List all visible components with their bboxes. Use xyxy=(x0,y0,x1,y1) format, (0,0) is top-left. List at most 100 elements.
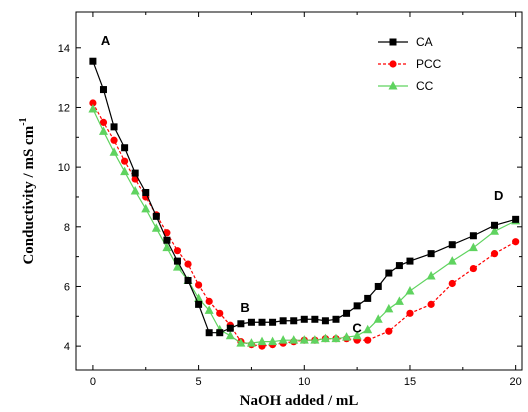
data-point-cc xyxy=(490,226,500,235)
data-point-cc xyxy=(257,336,267,346)
annotation-a: A xyxy=(101,33,111,48)
data-point-cc xyxy=(342,332,352,341)
y-tick-label: 8 xyxy=(64,222,70,234)
data-point-ca xyxy=(269,318,277,326)
data-point-pcc xyxy=(490,250,499,258)
data-point-pcc xyxy=(406,309,414,317)
data-point-ca xyxy=(364,294,372,302)
data-point-pcc xyxy=(427,300,435,308)
data-point-cc xyxy=(172,262,182,271)
data-point-ca xyxy=(395,262,403,270)
y-tick-label: 4 xyxy=(64,341,70,353)
data-point-cc xyxy=(468,242,478,252)
data-point-cc xyxy=(88,103,98,113)
data-point-pcc xyxy=(173,247,182,255)
data-point-pcc xyxy=(99,118,108,126)
data-point-ca xyxy=(205,329,213,337)
data-point-ca xyxy=(385,269,393,277)
data-point-ca xyxy=(173,257,181,265)
y-axis-title-main: Conductivity / mS cm xyxy=(21,125,37,264)
data-point-ca xyxy=(121,144,129,152)
data-point-ca xyxy=(469,232,477,240)
data-point-ca xyxy=(226,324,234,332)
y-tick-label: 14 xyxy=(58,43,70,55)
data-point-ca xyxy=(110,123,118,131)
data-point-pcc xyxy=(469,264,477,273)
y-tick-label: 12 xyxy=(58,102,70,114)
data-point-cc xyxy=(278,335,288,344)
data-point-cc xyxy=(310,335,320,344)
annotation-d: D xyxy=(494,188,503,203)
data-point-cc xyxy=(204,305,214,314)
data-point-pcc xyxy=(89,99,97,107)
legend-marker xyxy=(389,38,397,46)
legend-marker xyxy=(389,60,397,68)
data-point-ca xyxy=(131,169,139,177)
legend-label: PCC xyxy=(416,57,442,71)
data-point-cc xyxy=(352,330,362,340)
x-tick-label: 10 xyxy=(298,376,310,388)
data-point-ca xyxy=(247,318,255,326)
x-axis-title: NaOH added / mL xyxy=(240,393,359,409)
data-point-ca xyxy=(448,241,456,249)
legend-label: CA xyxy=(416,35,433,49)
axis-ticks: 0 5 10 15 20 4 6 8 10 12 14 xyxy=(58,12,522,388)
data-point-cc xyxy=(162,242,172,252)
data-point-cc xyxy=(246,338,256,347)
data-point-pcc xyxy=(216,309,224,317)
data-point-cc xyxy=(331,333,341,343)
data-point-cc xyxy=(299,335,309,344)
data-point-cc xyxy=(405,285,415,295)
x-tick-label: 0 xyxy=(90,376,96,388)
series-ca xyxy=(89,57,520,337)
data-point-cc xyxy=(289,335,299,344)
data-point-pcc xyxy=(110,136,118,144)
data-point-pcc xyxy=(448,279,456,288)
data-point-pcc xyxy=(205,297,213,305)
legend-label: CC xyxy=(416,79,434,93)
x-tick-label: 15 xyxy=(404,376,416,388)
data-point-ca xyxy=(300,315,308,323)
data-point-cc xyxy=(426,271,436,280)
data-point-cc xyxy=(236,338,246,347)
data-point-cc xyxy=(98,126,108,135)
data-point-pcc xyxy=(194,281,203,289)
data-point-cc xyxy=(268,336,278,346)
data-point-cc xyxy=(320,333,330,343)
data-point-ca xyxy=(195,300,203,308)
legend-item-ca: CA xyxy=(378,35,433,49)
plot-frame xyxy=(75,11,523,371)
data-point-pcc xyxy=(184,260,192,268)
series-line-ca xyxy=(92,61,516,334)
data-point-cc xyxy=(151,223,161,232)
x-tick-label: 20 xyxy=(510,376,522,388)
data-point-pcc xyxy=(385,327,393,335)
data-point-cc xyxy=(109,147,119,156)
x-tick-label: 5 xyxy=(196,376,202,388)
data-point-cc xyxy=(225,330,235,340)
data-point-ca xyxy=(311,315,319,323)
data-point-ca xyxy=(321,317,329,325)
data-point-pcc xyxy=(163,229,171,237)
data-point-cc xyxy=(130,186,140,195)
annotation-c: C xyxy=(352,321,362,336)
data-point-ca xyxy=(152,212,160,220)
data-point-ca xyxy=(343,309,351,317)
series-cc xyxy=(88,103,521,347)
y-axis-title: Conductivity / mS cm-1 xyxy=(18,117,37,264)
data-point-ca xyxy=(427,250,435,258)
data-point-ca xyxy=(279,317,287,325)
data-point-ca xyxy=(353,302,361,310)
data-point-pcc xyxy=(121,157,129,165)
data-point-ca xyxy=(237,320,245,328)
y-axis-title-superscript: -1 xyxy=(18,117,29,125)
data-point-ca xyxy=(406,257,414,265)
data-point-cc xyxy=(394,296,404,305)
data-point-cc xyxy=(363,324,373,334)
y-tick-label: 10 xyxy=(58,162,70,174)
series-layer xyxy=(88,57,521,350)
data-point-cc xyxy=(373,314,383,323)
data-point-ca xyxy=(258,318,266,326)
data-point-ca xyxy=(163,236,171,244)
